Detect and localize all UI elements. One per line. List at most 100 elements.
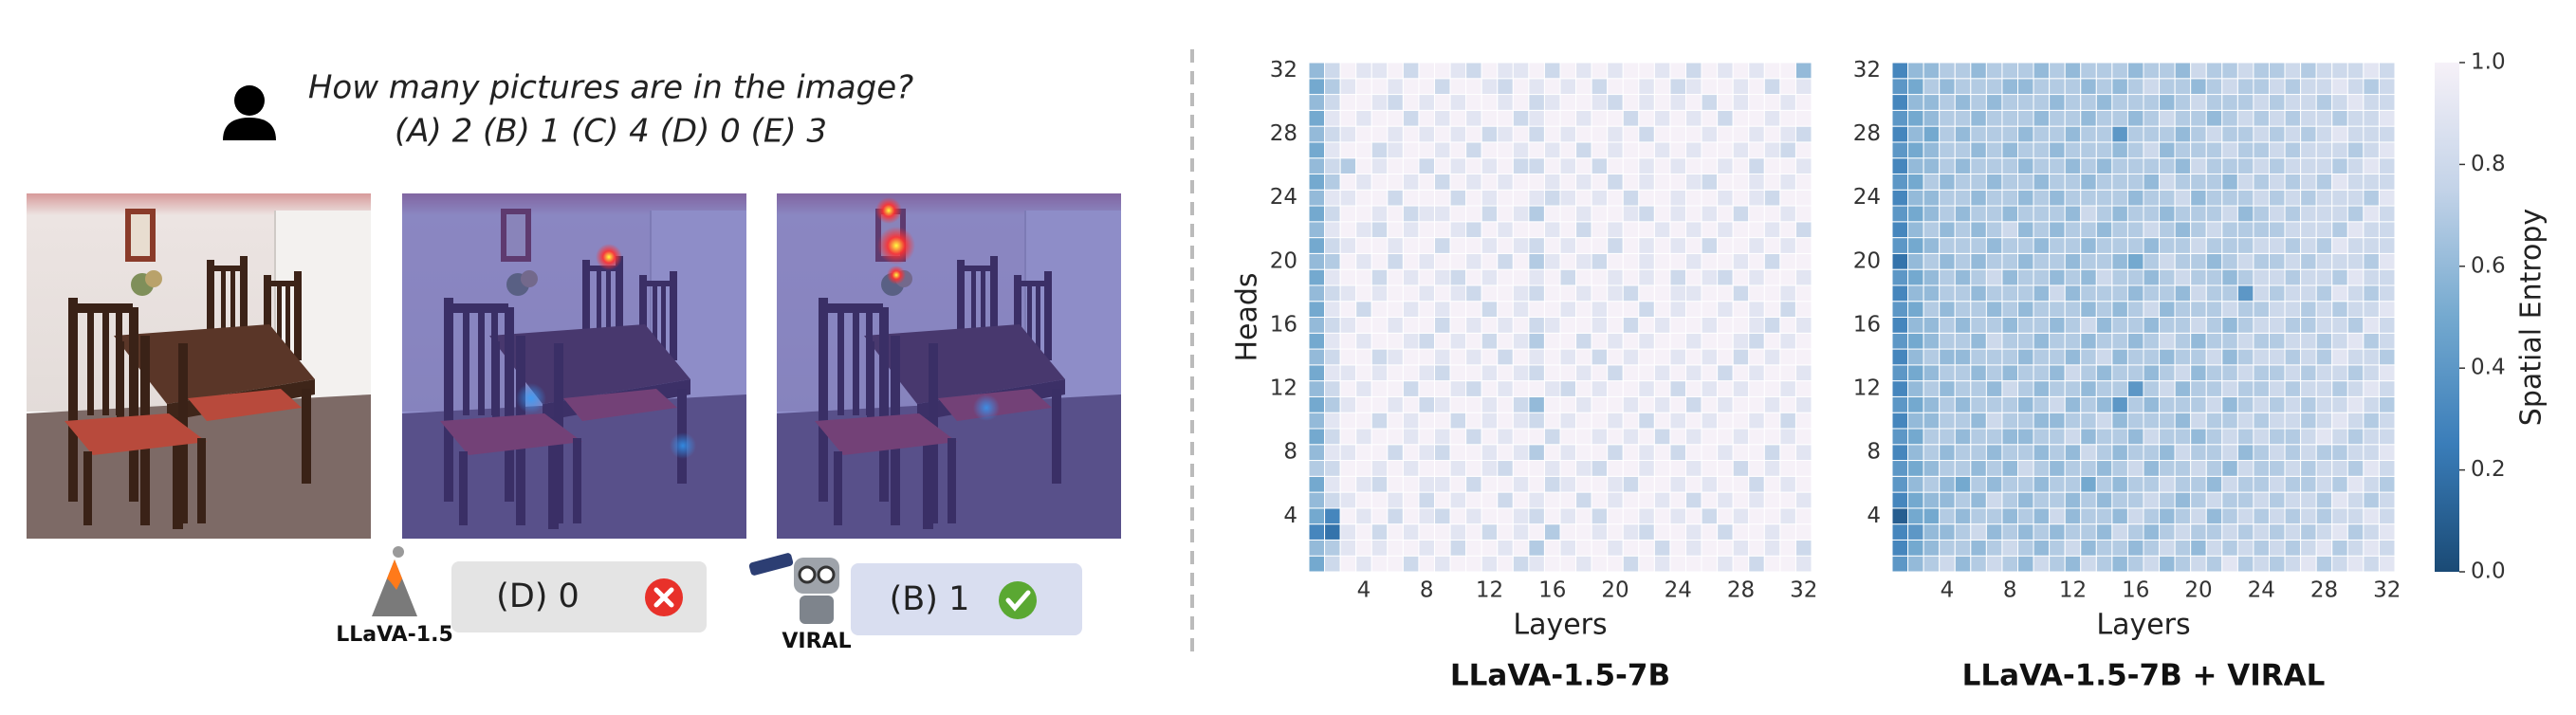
heat-cell xyxy=(1954,78,1972,96)
heat-cell xyxy=(2300,364,2317,382)
heat-cell xyxy=(1371,284,1389,302)
y-tick-label: 32 xyxy=(1270,58,1297,82)
heat-cell xyxy=(1622,348,1640,366)
heat-cell xyxy=(2378,268,2396,286)
heat-cell xyxy=(2378,491,2396,509)
heat-cell xyxy=(1939,157,1956,174)
heat-cell xyxy=(1418,412,1435,430)
heat-cell xyxy=(1497,205,1514,223)
heat-cell xyxy=(2363,205,2380,223)
heat-cell xyxy=(1465,348,1482,366)
heat-cell xyxy=(1607,284,1624,302)
heat-cell xyxy=(1891,475,1909,493)
heat-cell xyxy=(1402,475,1420,493)
heat-cell xyxy=(1418,507,1435,525)
heat-cell xyxy=(1939,507,1956,525)
heat-cell xyxy=(1591,364,1609,382)
heat-cell xyxy=(1891,491,1909,509)
heat-cell xyxy=(2001,460,2018,477)
heat-cell xyxy=(2221,125,2238,143)
heat-cell xyxy=(1891,332,1909,350)
heat-cell xyxy=(1434,284,1451,302)
heat-cell xyxy=(1985,555,2003,573)
heat-cell xyxy=(2064,364,2082,382)
heat-cell xyxy=(1923,252,1941,270)
heat-cell xyxy=(2080,252,2097,270)
heat-cell xyxy=(1355,412,1372,430)
heat-cell xyxy=(1481,475,1499,493)
heat-cell xyxy=(1559,348,1577,366)
heat-cell xyxy=(1748,205,1765,223)
heat-cell xyxy=(1324,94,1341,111)
heat-cell xyxy=(2315,475,2333,493)
heat-cell xyxy=(2315,205,2333,223)
heat-cell xyxy=(2033,221,2051,239)
heat-cell xyxy=(2095,94,2113,111)
heat-cell xyxy=(2300,109,2317,127)
heat-cell xyxy=(1559,173,1577,191)
heat-cell xyxy=(2143,412,2161,430)
heat-cell xyxy=(1387,332,1404,350)
x-tick-label: 4 xyxy=(1357,578,1371,603)
heat-cell xyxy=(1559,380,1577,397)
heat-cell xyxy=(2174,78,2192,96)
heat-cell xyxy=(1387,395,1404,413)
heat-cell xyxy=(1970,301,1987,318)
heat-cell xyxy=(2143,444,2161,462)
heat-cell xyxy=(1622,301,1640,318)
heat-cell xyxy=(1402,284,1420,302)
heat-cell xyxy=(1308,268,1326,286)
heat-cell xyxy=(1717,412,1734,430)
heat-cell xyxy=(1794,395,1812,413)
heat-cell xyxy=(2080,221,2097,239)
heat-cell xyxy=(2331,221,2348,239)
heat-cell xyxy=(1638,252,1655,270)
heat-cell xyxy=(2346,284,2364,302)
heat-cell xyxy=(2221,507,2238,525)
heat-cell xyxy=(1891,157,1909,174)
heat-cell xyxy=(1779,125,1796,143)
heat-cell xyxy=(1939,284,1956,302)
heat-cell xyxy=(2236,78,2254,96)
heat-cell xyxy=(1638,507,1655,525)
heat-cell xyxy=(2205,555,2223,573)
heat-cell xyxy=(1622,252,1640,270)
heat-cell xyxy=(1355,507,1372,525)
heat-cell xyxy=(1387,348,1404,366)
heat-cell xyxy=(2095,523,2113,541)
heat-cell xyxy=(2017,460,2034,477)
heat-cell xyxy=(1465,412,1482,430)
photo-original xyxy=(27,193,371,539)
heat-cell xyxy=(1794,62,1812,80)
heat-cell xyxy=(2049,109,2066,127)
heat-cell xyxy=(1685,78,1702,96)
heat-cell xyxy=(1512,173,1530,191)
heat-cell xyxy=(2363,268,2380,286)
heat-cell xyxy=(1418,364,1435,382)
heat-cell xyxy=(1449,332,1467,350)
heat-cell xyxy=(1685,301,1702,318)
heat-cell xyxy=(1748,507,1765,525)
heat-cell xyxy=(1653,332,1671,350)
heat-cell xyxy=(2284,317,2302,334)
heat-cell xyxy=(1497,62,1514,80)
heat-cell xyxy=(1512,125,1530,143)
heat-cell xyxy=(2049,364,2066,382)
heat-cell xyxy=(2300,221,2317,239)
heat-cell xyxy=(1543,555,1561,573)
heat-cell xyxy=(1701,523,1719,541)
heat-cell xyxy=(1763,221,1781,239)
heat-cell xyxy=(1339,317,1357,334)
heat-cell xyxy=(2331,205,2348,223)
heat-cell xyxy=(1638,268,1655,286)
heat-cell xyxy=(2159,141,2176,159)
heat-cell xyxy=(1923,205,1941,223)
heat-cell xyxy=(1732,301,1750,318)
heat-cell xyxy=(2143,428,2161,446)
heat-cell xyxy=(1497,157,1514,174)
y-tick-label: 8 xyxy=(1867,440,1881,465)
heat-cell xyxy=(1402,491,1420,509)
heat-cell xyxy=(1324,205,1341,223)
attention-hotspot xyxy=(877,227,915,265)
heat-cell xyxy=(1465,507,1482,525)
